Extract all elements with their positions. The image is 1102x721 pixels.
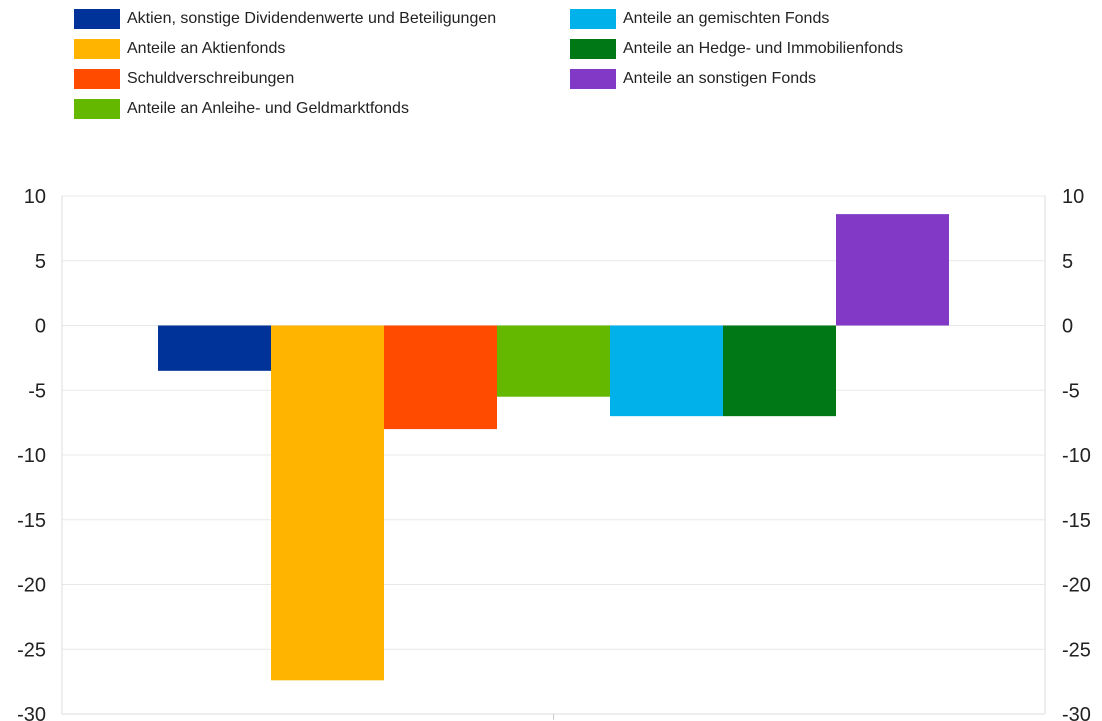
bar [497, 325, 610, 397]
y-tick-label-right: -10 [1062, 445, 1091, 467]
y-tick-label-left: 0 [35, 316, 46, 338]
bar [836, 214, 949, 326]
bars [158, 214, 949, 681]
legend-item: Anteile an Anleihe- und Geldmarktfonds [74, 98, 409, 120]
legend-label: Anteile an Anleihe- und Geldmarktfonds [127, 100, 409, 117]
legend-swatch [570, 9, 616, 29]
legend: Aktien, sonstige Dividendenwerte und Bet… [74, 8, 974, 126]
y-tick-label-right: -5 [1062, 380, 1080, 402]
bar [158, 325, 271, 371]
bar [271, 325, 384, 681]
legend-swatch [74, 69, 120, 89]
legend-swatch [74, 39, 120, 59]
legend-swatch [570, 39, 616, 59]
legend-swatch [74, 99, 120, 119]
y-axis-right: 10 5 0 -5 -10 -15 -20 -25 -30 [1062, 186, 1091, 721]
y-tick-label-right: -15 [1062, 510, 1091, 532]
legend-label: Anteile an Aktienfonds [127, 40, 286, 57]
y-tick-label-right: -25 [1062, 639, 1091, 661]
y-tick-label-right: 5 [1062, 251, 1073, 273]
legend-swatch [74, 9, 120, 29]
legend-item: Anteile an gemischten Fonds [570, 8, 829, 30]
y-axis-left: 10 5 0 -5 -10 -15 -20 -25 -30 [17, 186, 46, 721]
y-tick-label-left: -5 [28, 380, 46, 402]
legend-item: Schuldverschreibungen [74, 68, 294, 90]
legend-label: Aktien, sonstige Dividendenwerte und Bet… [127, 10, 497, 27]
legend-label: Anteile an gemischten Fonds [623, 10, 830, 27]
legend-item: Aktien, sonstige Dividendenwerte und Bet… [74, 8, 496, 30]
legend-item: Anteile an sonstigen Fonds [570, 68, 816, 90]
y-tick-label-left: 10 [24, 186, 46, 208]
legend-label: Anteile an sonstigen Fonds [623, 70, 817, 87]
y-tick-label-left: -25 [17, 639, 46, 661]
legend-item: Anteile an Aktienfonds [74, 38, 285, 60]
legend-swatch [570, 69, 616, 89]
bar [723, 325, 836, 417]
y-tick-label-right: -30 [1062, 704, 1091, 721]
legend-label: Schuldverschreibungen [127, 70, 295, 87]
y-tick-label-left: -30 [17, 704, 46, 721]
y-tick-label-left: -20 [17, 575, 46, 597]
bar [384, 325, 497, 430]
y-tick-label-right: 0 [1062, 316, 1073, 338]
y-tick-label-left: -15 [17, 510, 46, 532]
y-tick-label-left: -10 [17, 445, 46, 467]
y-tick-label-left: 5 [35, 251, 46, 273]
legend-label: Anteile an Hedge- und Immobilienfonds [623, 40, 904, 57]
y-tick-label-right: 10 [1062, 186, 1084, 208]
legend-item: Anteile an Hedge- und Immobilienfonds [570, 38, 903, 60]
y-tick-label-right: -20 [1062, 575, 1091, 597]
bar [610, 325, 723, 417]
